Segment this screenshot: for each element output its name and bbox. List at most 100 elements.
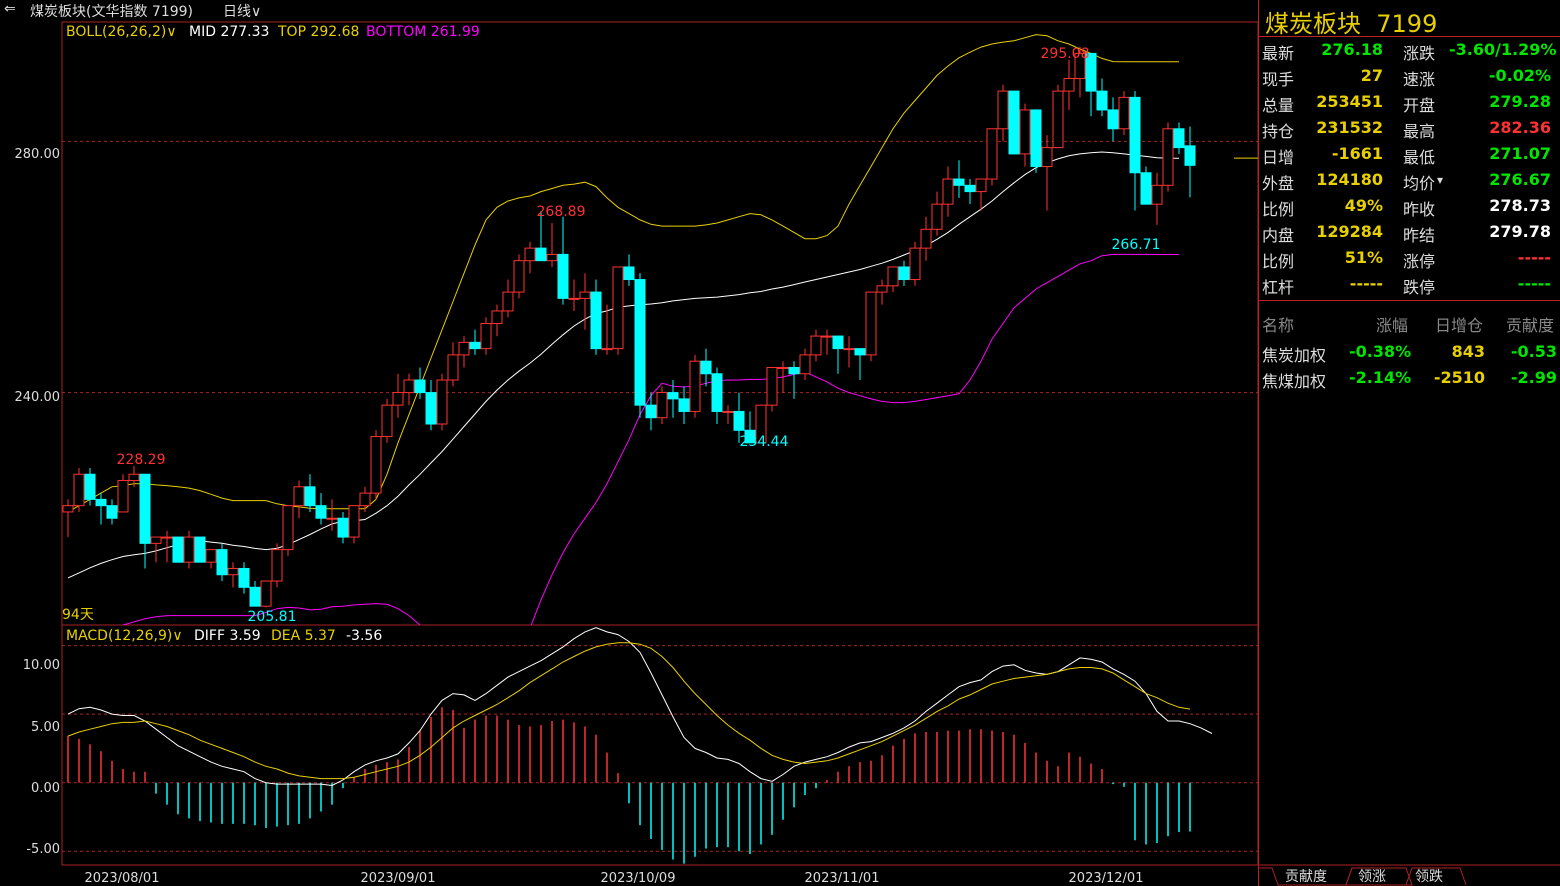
candle [513, 254, 525, 299]
candle-body [524, 247, 536, 262]
candle [1162, 122, 1174, 192]
tab-top-gainers[interactable]: 领涨 [1358, 869, 1386, 885]
candle-body [1096, 90, 1108, 111]
candle-body [260, 580, 272, 607]
macd-legend-diff: DIFF 3.59 [194, 628, 261, 644]
candle [1030, 109, 1042, 173]
candle [359, 486, 371, 512]
candle-body [84, 473, 96, 500]
quote-value: 129284 [1316, 222, 1383, 241]
candle-body [766, 366, 778, 406]
candle [403, 373, 415, 406]
candle [1052, 84, 1064, 149]
chevron-down-icon[interactable]: ▾ [1437, 173, 1444, 187]
candle-body [964, 184, 976, 193]
candle-body [689, 360, 701, 412]
candle [634, 273, 646, 418]
contrib-name[interactable]: 焦炭加权 [1262, 346, 1327, 365]
candle-body [414, 379, 426, 394]
candle-body [106, 505, 118, 519]
candle-body [1008, 90, 1020, 155]
candle-body [1074, 52, 1086, 80]
candle-body [711, 373, 723, 412]
quote-value: 253451 [1316, 92, 1383, 111]
contrib-value: -0.53 [1510, 342, 1557, 361]
candle-body [1184, 145, 1196, 166]
candle-body [480, 323, 492, 350]
candle [590, 279, 602, 355]
quote-label: 最高 [1403, 122, 1436, 141]
kline-chart[interactable]: BOLL(26,26,2)∨ MID 277.33 TOP 292.68 BOT… [0, 0, 1258, 886]
candle [183, 530, 195, 569]
boll-legend-name[interactable]: BOLL(26,26,2)∨ [66, 24, 177, 40]
macd-legend-name[interactable]: MACD(12,26,9)∨ [66, 628, 183, 644]
candle-body [425, 392, 437, 425]
back-icon[interactable]: ⇐ [4, 1, 16, 17]
period-label: 日线 [223, 4, 251, 20]
quote-label: 内盘 [1262, 226, 1295, 245]
candle [942, 166, 954, 217]
candle-body [271, 549, 283, 582]
candle-body [315, 505, 327, 519]
candle-body [1041, 147, 1053, 167]
tab-top-losers[interactable]: 领跌 [1415, 869, 1443, 885]
quote-label: 涨停 [1403, 252, 1436, 271]
candle [997, 84, 1009, 142]
candle-body [997, 90, 1009, 130]
quote-label: 持仓 [1262, 122, 1295, 141]
macd-panel [67, 627, 1213, 864]
contrib-oi: -2510 [1433, 368, 1485, 387]
candle [491, 304, 503, 337]
candle [799, 348, 811, 381]
candle-body [777, 366, 789, 369]
candle [1151, 172, 1163, 225]
candle-body [161, 536, 173, 539]
candle [1107, 97, 1119, 142]
candle-body [282, 505, 294, 551]
candle [293, 480, 305, 519]
candle-body [832, 335, 844, 350]
macd-tick-neg5: -5.00 [26, 842, 60, 857]
quote-value: 276.67 [1489, 170, 1551, 189]
candle [436, 373, 448, 431]
candle-body [953, 178, 965, 186]
quote-title: 煤炭板块 7199 [1265, 4, 1437, 39]
candle [1118, 91, 1130, 136]
candle-body [293, 486, 305, 507]
candle-body [139, 473, 151, 544]
quote-value: 27 [1360, 66, 1383, 85]
candle [502, 279, 514, 318]
candle-body [62, 505, 74, 513]
candle [271, 543, 283, 588]
candle-body [656, 392, 668, 419]
candle [744, 411, 756, 444]
tab-contribution[interactable]: 贡献度 [1285, 869, 1327, 885]
candle-body [1129, 96, 1141, 174]
candle-body [1052, 90, 1064, 149]
quote-row: 比例 49% 昨收 278.73 [1259, 196, 1559, 221]
quote-row: 外盘 124180 均价 ▾ 276.67 [1259, 170, 1559, 195]
boll-legend-mid: MID 277.33 [189, 24, 269, 40]
candle-body [535, 247, 547, 262]
candle-body [502, 291, 514, 312]
macd-legend-value: -3.56 [346, 628, 382, 644]
candle [920, 216, 932, 261]
candle-body [810, 335, 822, 356]
candle-body [821, 335, 833, 338]
macd-tick-5: 5.00 [31, 720, 60, 735]
candle [1140, 166, 1152, 205]
candle [238, 562, 250, 594]
period-selector[interactable]: 日线∨ [223, 1, 261, 21]
price-tick-240: 240.00 [15, 390, 61, 405]
quote-code: 7199 [1376, 10, 1438, 38]
price-tick-280: 280.00 [15, 147, 61, 162]
candle-body [887, 266, 899, 287]
contrib-name[interactable]: 焦煤加权 [1262, 372, 1327, 391]
candle [898, 260, 910, 286]
candle [315, 493, 327, 525]
candle-body [359, 492, 371, 507]
candle-body [645, 404, 657, 419]
candle-body [1019, 109, 1031, 155]
candle [722, 405, 734, 424]
quote-label: 均价 [1403, 174, 1436, 193]
